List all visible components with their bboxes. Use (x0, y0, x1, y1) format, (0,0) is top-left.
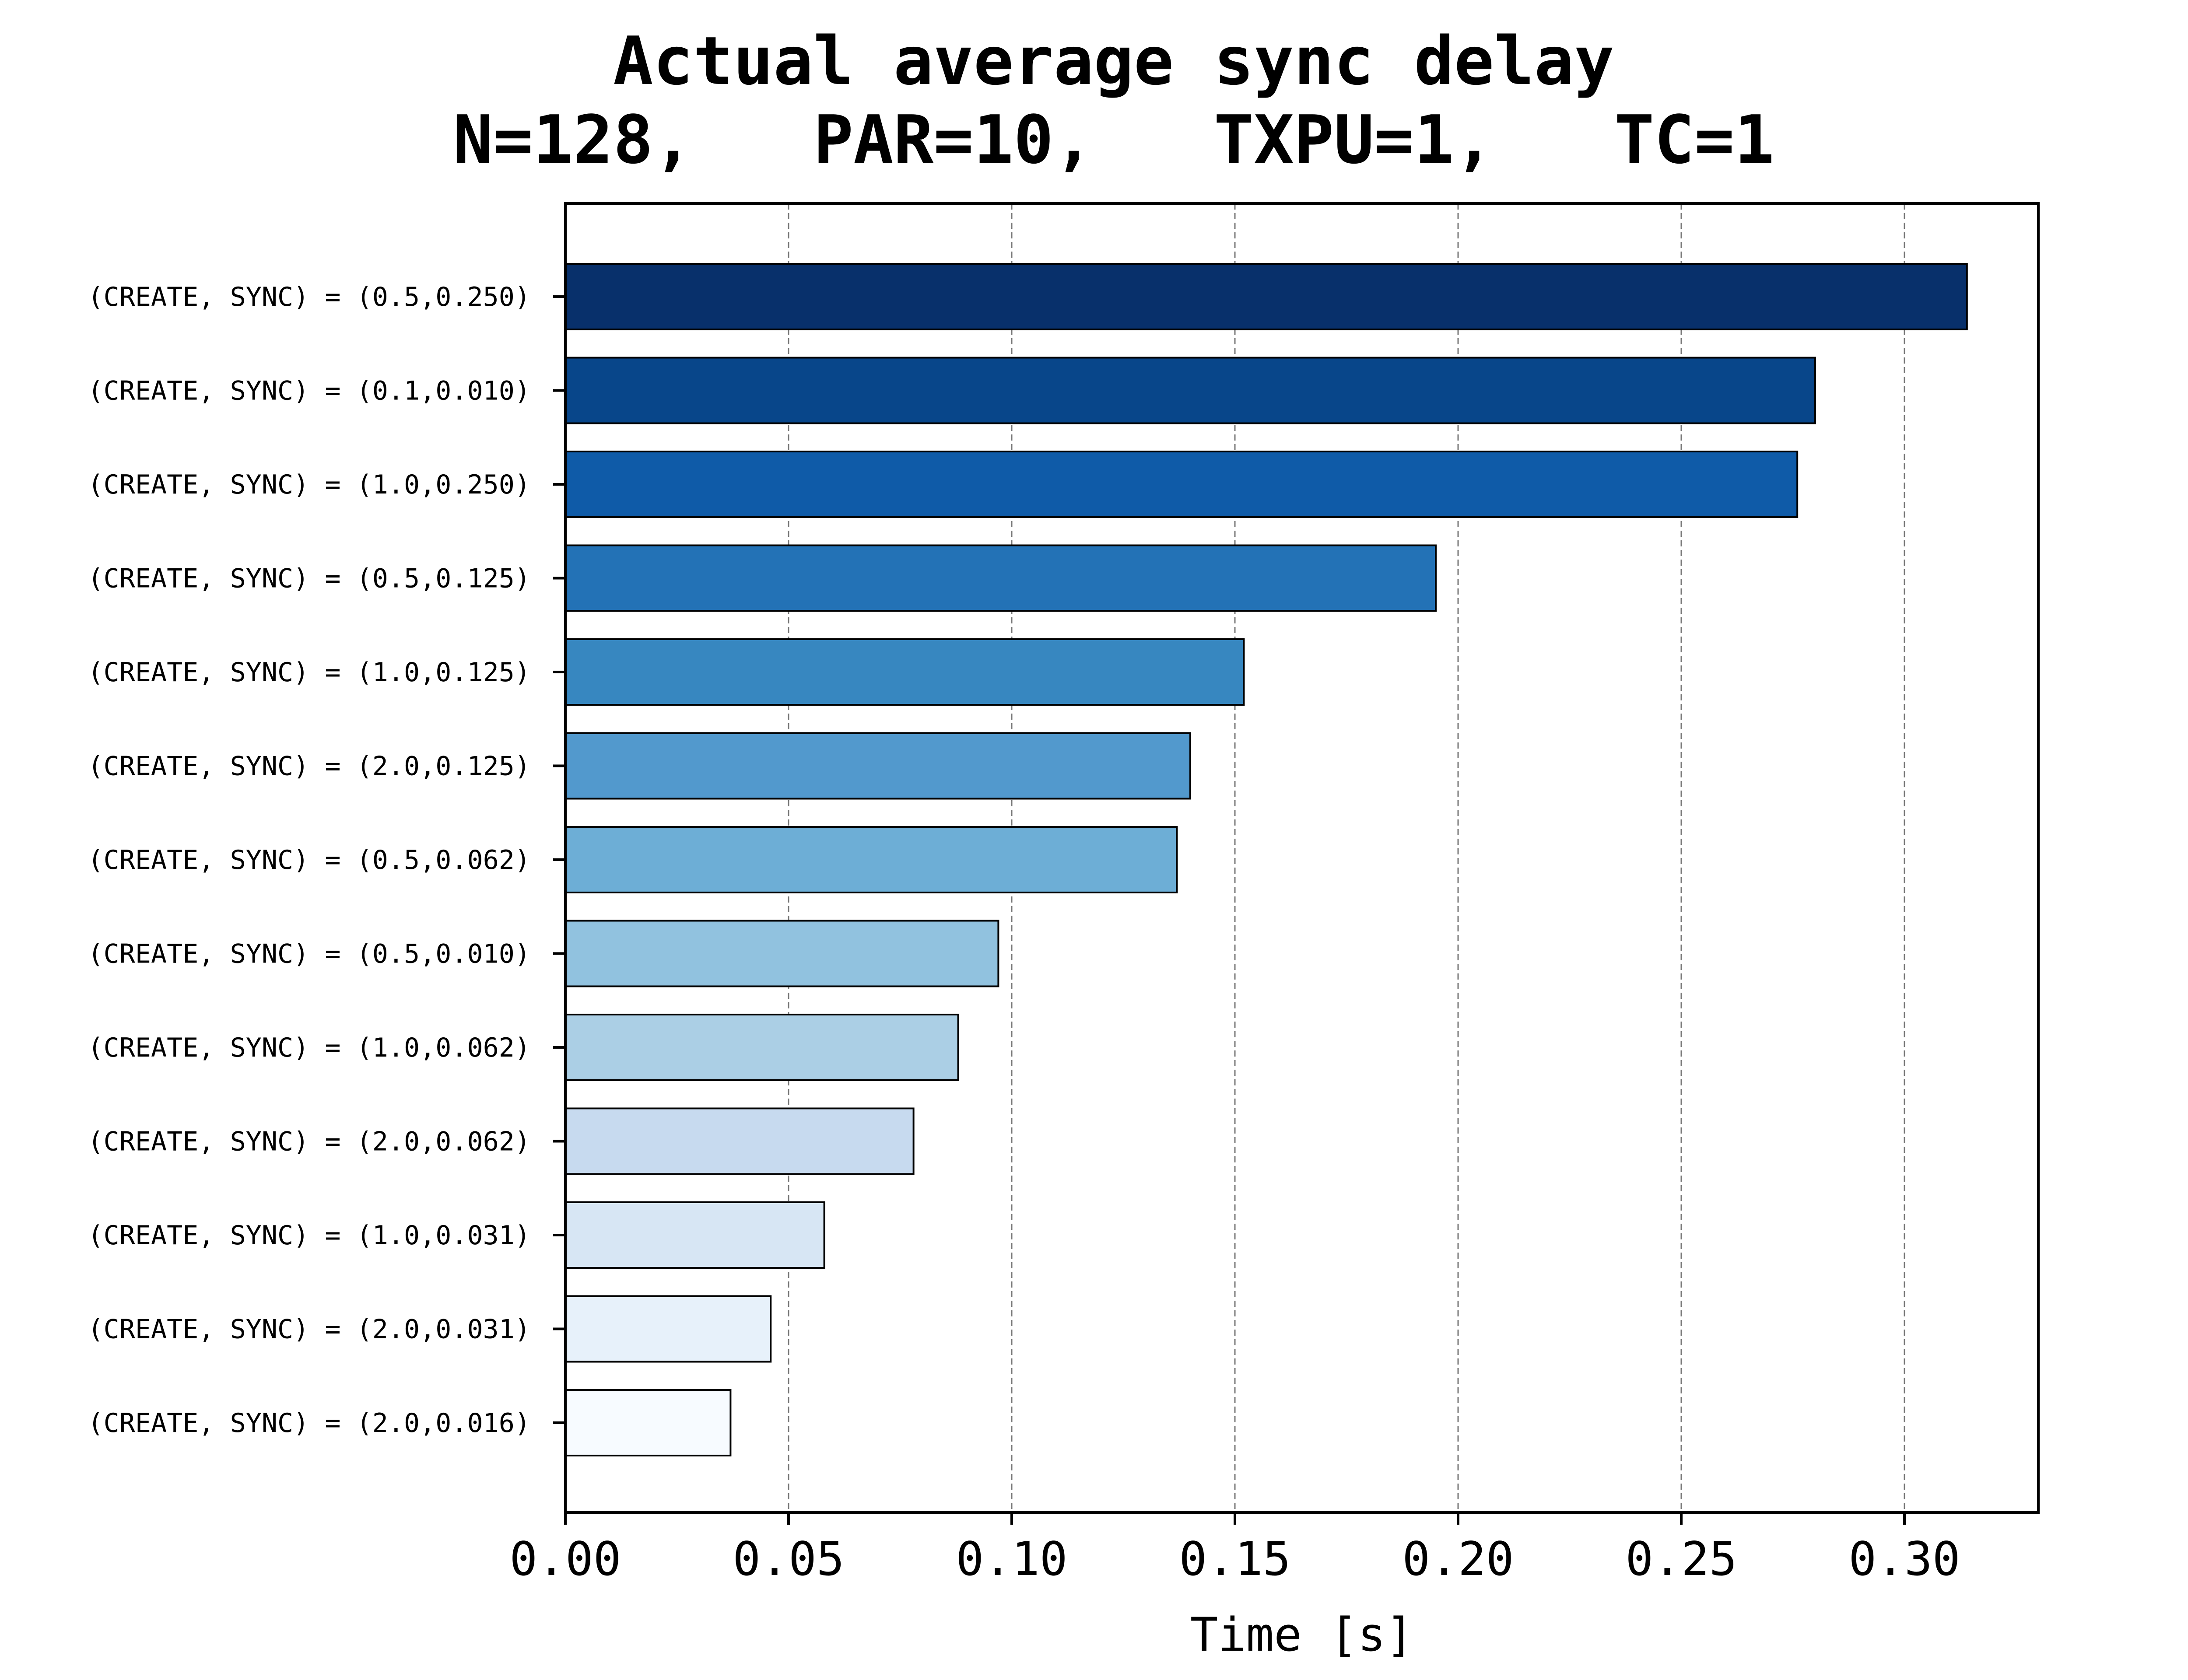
chart-title: Actual average sync delay (613, 22, 1614, 100)
y-tick-label: (CREATE, SYNC) = (0.5,0.010) (88, 939, 530, 970)
bar (565, 357, 1816, 424)
x-axis-label: Time [s] (1190, 1608, 1414, 1662)
plot-frame (564, 202, 2040, 1514)
y-tick-label: (CREATE, SYNC) = (0.5,0.250) (88, 282, 530, 312)
bar (565, 826, 1178, 893)
x-tick-label: 0.10 (956, 1532, 1067, 1586)
y-tick-label: (CREATE, SYNC) = (2.0,0.016) (88, 1408, 530, 1438)
bar (565, 920, 999, 987)
y-tick-label: (CREATE, SYNC) = (0.5,0.125) (88, 564, 530, 594)
y-tick-label: (CREATE, SYNC) = (1.0,0.062) (88, 1032, 530, 1063)
y-tick-label: (CREATE, SYNC) = (1.0,0.125) (88, 657, 530, 688)
bar (565, 451, 1799, 518)
x-tick-label: 0.30 (1848, 1532, 1960, 1586)
bar (565, 732, 1191, 800)
bar (565, 1107, 915, 1175)
x-tick-label: 0.05 (733, 1532, 844, 1586)
bar (565, 638, 1245, 706)
y-tick-label: (CREATE, SYNC) = (2.0,0.031) (88, 1314, 530, 1345)
bar (565, 263, 1968, 330)
bars (565, 263, 1968, 1456)
y-tick-label: (CREATE, SYNC) = (0.5,0.062) (88, 845, 530, 875)
bar (565, 544, 1437, 612)
chart-subtitle: N=128, PAR=10, TXPU=1, TC=1 (453, 101, 1774, 178)
bar (565, 1014, 959, 1081)
y-tick-label: (CREATE, SYNC) = (0.1,0.010) (88, 376, 530, 406)
bar (565, 1295, 772, 1363)
bar (565, 1389, 732, 1456)
x-tick-label: 0.20 (1402, 1532, 1514, 1586)
y-tick-label: (CREATE, SYNC) = (1.0,0.250) (88, 469, 530, 500)
y-tick-label: (CREATE, SYNC) = (2.0,0.125) (88, 751, 530, 782)
y-tick-label: (CREATE, SYNC) = (1.0,0.031) (88, 1220, 530, 1251)
x-axis: 0.00 0.05 0.10 0.15 0.20 0.25 0.30 (509, 1512, 1960, 1586)
x-tick-label: 0.25 (1625, 1532, 1737, 1586)
y-tick-label: (CREATE, SYNC) = (2.0,0.062) (88, 1127, 530, 1157)
bar (565, 1201, 825, 1269)
x-tick-label: 0.15 (1179, 1532, 1290, 1586)
y-axis: (CREATE, SYNC) = (0.5,0.250) (CREATE, SYN… (88, 282, 565, 1438)
x-tick-label: 0.00 (509, 1532, 621, 1586)
